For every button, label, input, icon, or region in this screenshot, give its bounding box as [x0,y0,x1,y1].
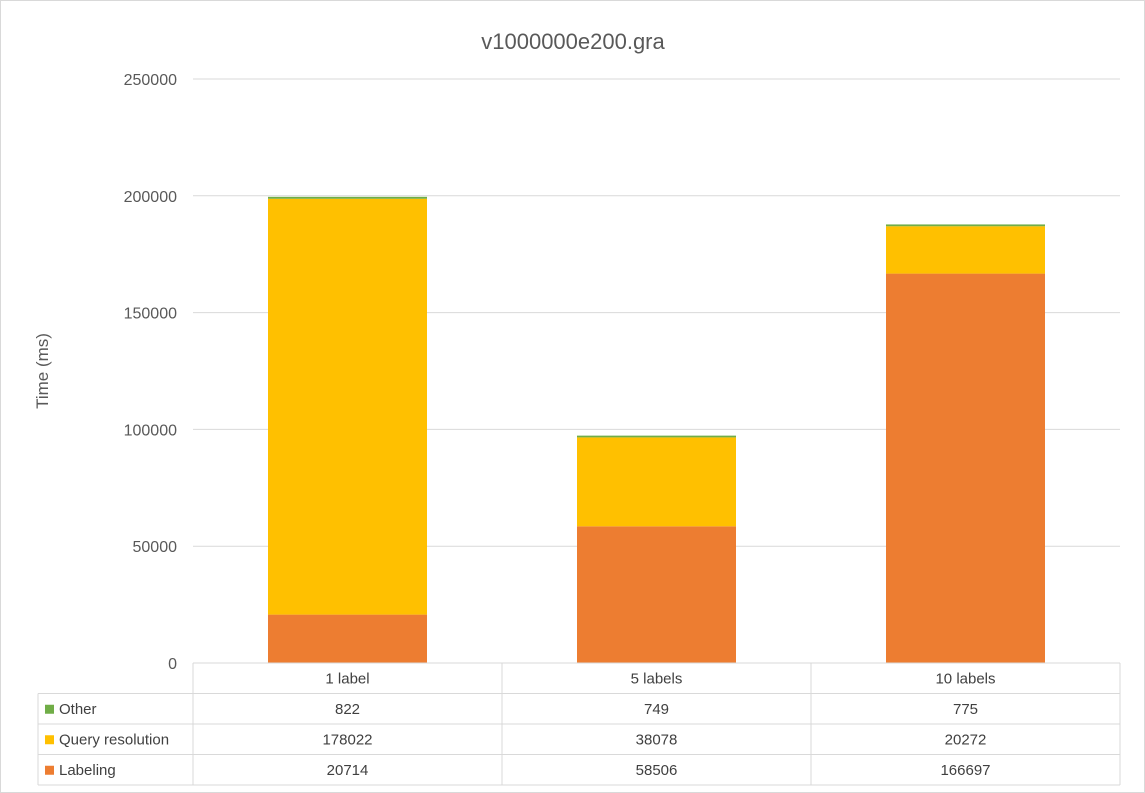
bar-other-1-label [268,196,427,199]
bar-query-resolution-1-label [268,198,427,615]
data-table: 1 label 5 labels 10 labels Other 822 749 775 Qu… [37,662,1121,786]
data-label-other: 749 [644,701,669,718]
x-tick-label: 5 labels [631,670,683,687]
data-label-labeling: 166697 [940,762,990,779]
y-tick-label: 100000 [124,422,177,439]
legend-key-labeling [45,765,54,775]
legend-key-query-resolution [45,735,54,745]
x-tick-label: 10 labels [935,670,995,687]
bar-labeling-5-labels [577,526,736,663]
y-axis-ticks: 0 50000 100000 150000 200000 250000 [124,72,177,673]
data-label-labeling: 20714 [327,762,369,779]
legend-label-other: Other [59,701,97,718]
data-label-other: 775 [953,701,978,718]
y-tick-label: 250000 [124,72,177,89]
bar-labeling-1-label [268,614,427,663]
data-label-labeling: 58506 [636,762,678,779]
x-tick-label: 1 label [325,670,369,687]
bar-other-5-labels [577,435,736,438]
data-label-query-resolution: 178022 [322,731,372,748]
chart-title: v1000000e200.gra [481,29,665,54]
legend-label-labeling: Labeling [59,762,116,779]
y-tick-label: 50000 [133,539,178,556]
bar-query-resolution-5-labels [577,437,736,527]
y-axis-title: Time (ms) [33,333,52,409]
legend-label-query-resolution: Query resolution [59,731,169,748]
bars [268,196,1045,663]
data-label-query-resolution: 20272 [945,731,987,748]
y-tick-label: 200000 [124,189,177,206]
y-tick-label: 0 [168,656,177,673]
bar-query-resolution-10-labels [886,226,1045,274]
data-label-query-resolution: 38078 [636,731,678,748]
legend-key-other [45,704,54,714]
data-label-other: 822 [335,701,360,718]
y-tick-label: 150000 [124,306,177,323]
bar-other-10-labels [886,224,1045,227]
bar-labeling-10-labels [886,273,1045,663]
